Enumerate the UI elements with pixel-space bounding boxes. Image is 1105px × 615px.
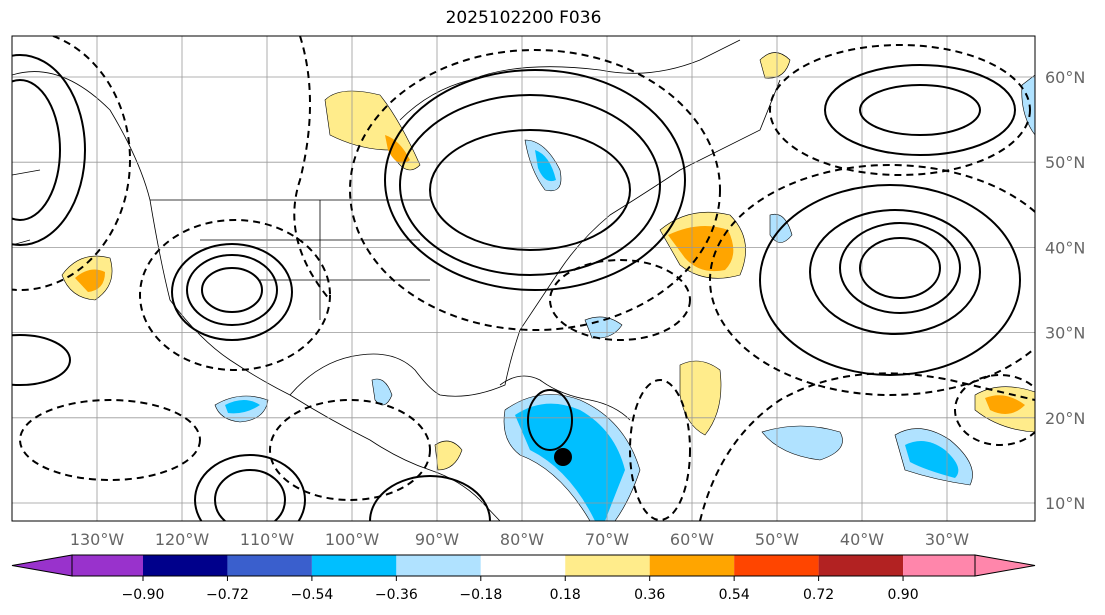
longitude-label: 80°W [500,530,544,549]
contour-dashed [954,374,1035,446]
latitude-label: 30°N [1045,324,1085,343]
positive-anomaly-core [385,135,410,164]
contour-solid [759,184,1021,376]
latitude-label: 10°N [1045,494,1085,513]
colorbar-tick-label: 0.72 [803,587,834,603]
colorbar-frame [71,554,976,577]
longitude-label: 40°W [840,530,884,549]
negative-anomaly-core [905,441,959,478]
negative-anomaly [1021,74,1035,136]
negative-anomaly-core [535,150,556,182]
negative-anomaly-core [225,400,260,414]
location-marker [554,448,572,466]
contour-solid [194,454,306,521]
latitude-labels: 60°N 50°N 40°N 30°N 20°N 10°N [1045,68,1085,513]
colorbar-segment [396,555,481,576]
colorbar-segment [311,555,397,576]
longitude-label: 90°W [415,530,459,549]
colorbar-segment [480,555,566,576]
contour-solid [527,389,573,451]
colorbar-extend-high [974,554,1036,577]
negative-anomaly [761,425,843,461]
longitude-labels: 130°W 120°W 110°W 100°W 90°W 80°W 70°W 60°W 50°W… [70,530,969,549]
contour-solid [399,94,661,276]
contour-solid [824,64,1016,156]
contour-dashed [349,49,721,331]
latitude-label: 50°N [1045,153,1085,172]
contour-dashed [293,36,331,301]
contour-dashed [269,399,431,501]
colorbar-segment [143,555,228,576]
positive-anomaly [434,440,463,471]
longitude-label: 30°W [925,530,969,549]
contour-dashed [629,379,691,521]
contour-solid [201,267,263,313]
contour-solid [429,129,631,251]
colorbar-tick-label: −0.18 [459,587,502,603]
positive-anomaly-core [985,395,1025,414]
contour-dashed [699,372,1035,521]
colorbar-tick-label: −0.54 [290,587,333,603]
contour-dashed [549,259,691,341]
colorbar-segment [72,555,143,576]
contour-solid [839,222,961,314]
map-title: 2025102200 F036 [445,8,602,28]
latitude-label: 20°N [1045,409,1085,428]
contour-solid [214,469,286,521]
contour-solid [859,237,941,299]
positive-anomaly [759,52,791,79]
contour-solid [809,209,981,335]
colorbar: −0.90 −0.72 −0.54 −0.36 −0.18 0.18 0.36 0.54 0.7… [11,554,1036,603]
longitude-label: 60°W [670,530,714,549]
colorbar-tick-label: 0.36 [634,587,665,603]
contour-solid [12,334,71,386]
contours [12,36,1035,521]
contour-solid [369,475,491,521]
longitude-label: 70°W [585,530,629,549]
colorbar-tick-label: 0.54 [719,587,750,603]
contour-solid [12,54,86,246]
map-plot [12,36,1035,521]
contour-solid [384,69,686,291]
colorbar-tick-label: −0.72 [206,587,249,603]
colorbar-segment [227,555,312,576]
contour-solid [12,79,61,221]
coastlines [12,39,781,521]
contour-solid [859,84,981,136]
longitude-label: 100°W [325,530,380,549]
longitude-label: 110°W [240,530,295,549]
latitude-label: 40°N [1045,238,1085,257]
longitude-label: 50°W [755,530,799,549]
positive-anomaly-core [668,226,734,272]
colorbar-segment [734,555,819,576]
contour-solid [186,254,278,326]
contour-dashed [769,44,1031,176]
colorbar-segment [565,555,650,576]
longitude-label: 130°W [70,530,125,549]
colorbar-tick-label: 0.90 [887,587,918,603]
colorbar-extend-low [11,554,73,577]
colorbar-segment [818,555,904,576]
colorbar-segment [903,555,975,576]
longitude-label: 120°W [155,530,210,549]
map-frame [11,35,1036,522]
colorbar-tick-label: 0.18 [550,587,581,603]
contour-dashed [709,164,1035,396]
positive-anomaly-core [75,269,105,292]
colorbar-segment [649,555,735,576]
contour-dashed [19,399,201,481]
colorbar-tick-label: −0.90 [122,587,165,603]
colorbar-tick-label: −0.36 [375,587,418,603]
contour-dashed [139,219,331,371]
latitude-label: 60°N [1045,68,1085,87]
contour-dashed [12,36,131,291]
contour-solid [171,243,293,341]
